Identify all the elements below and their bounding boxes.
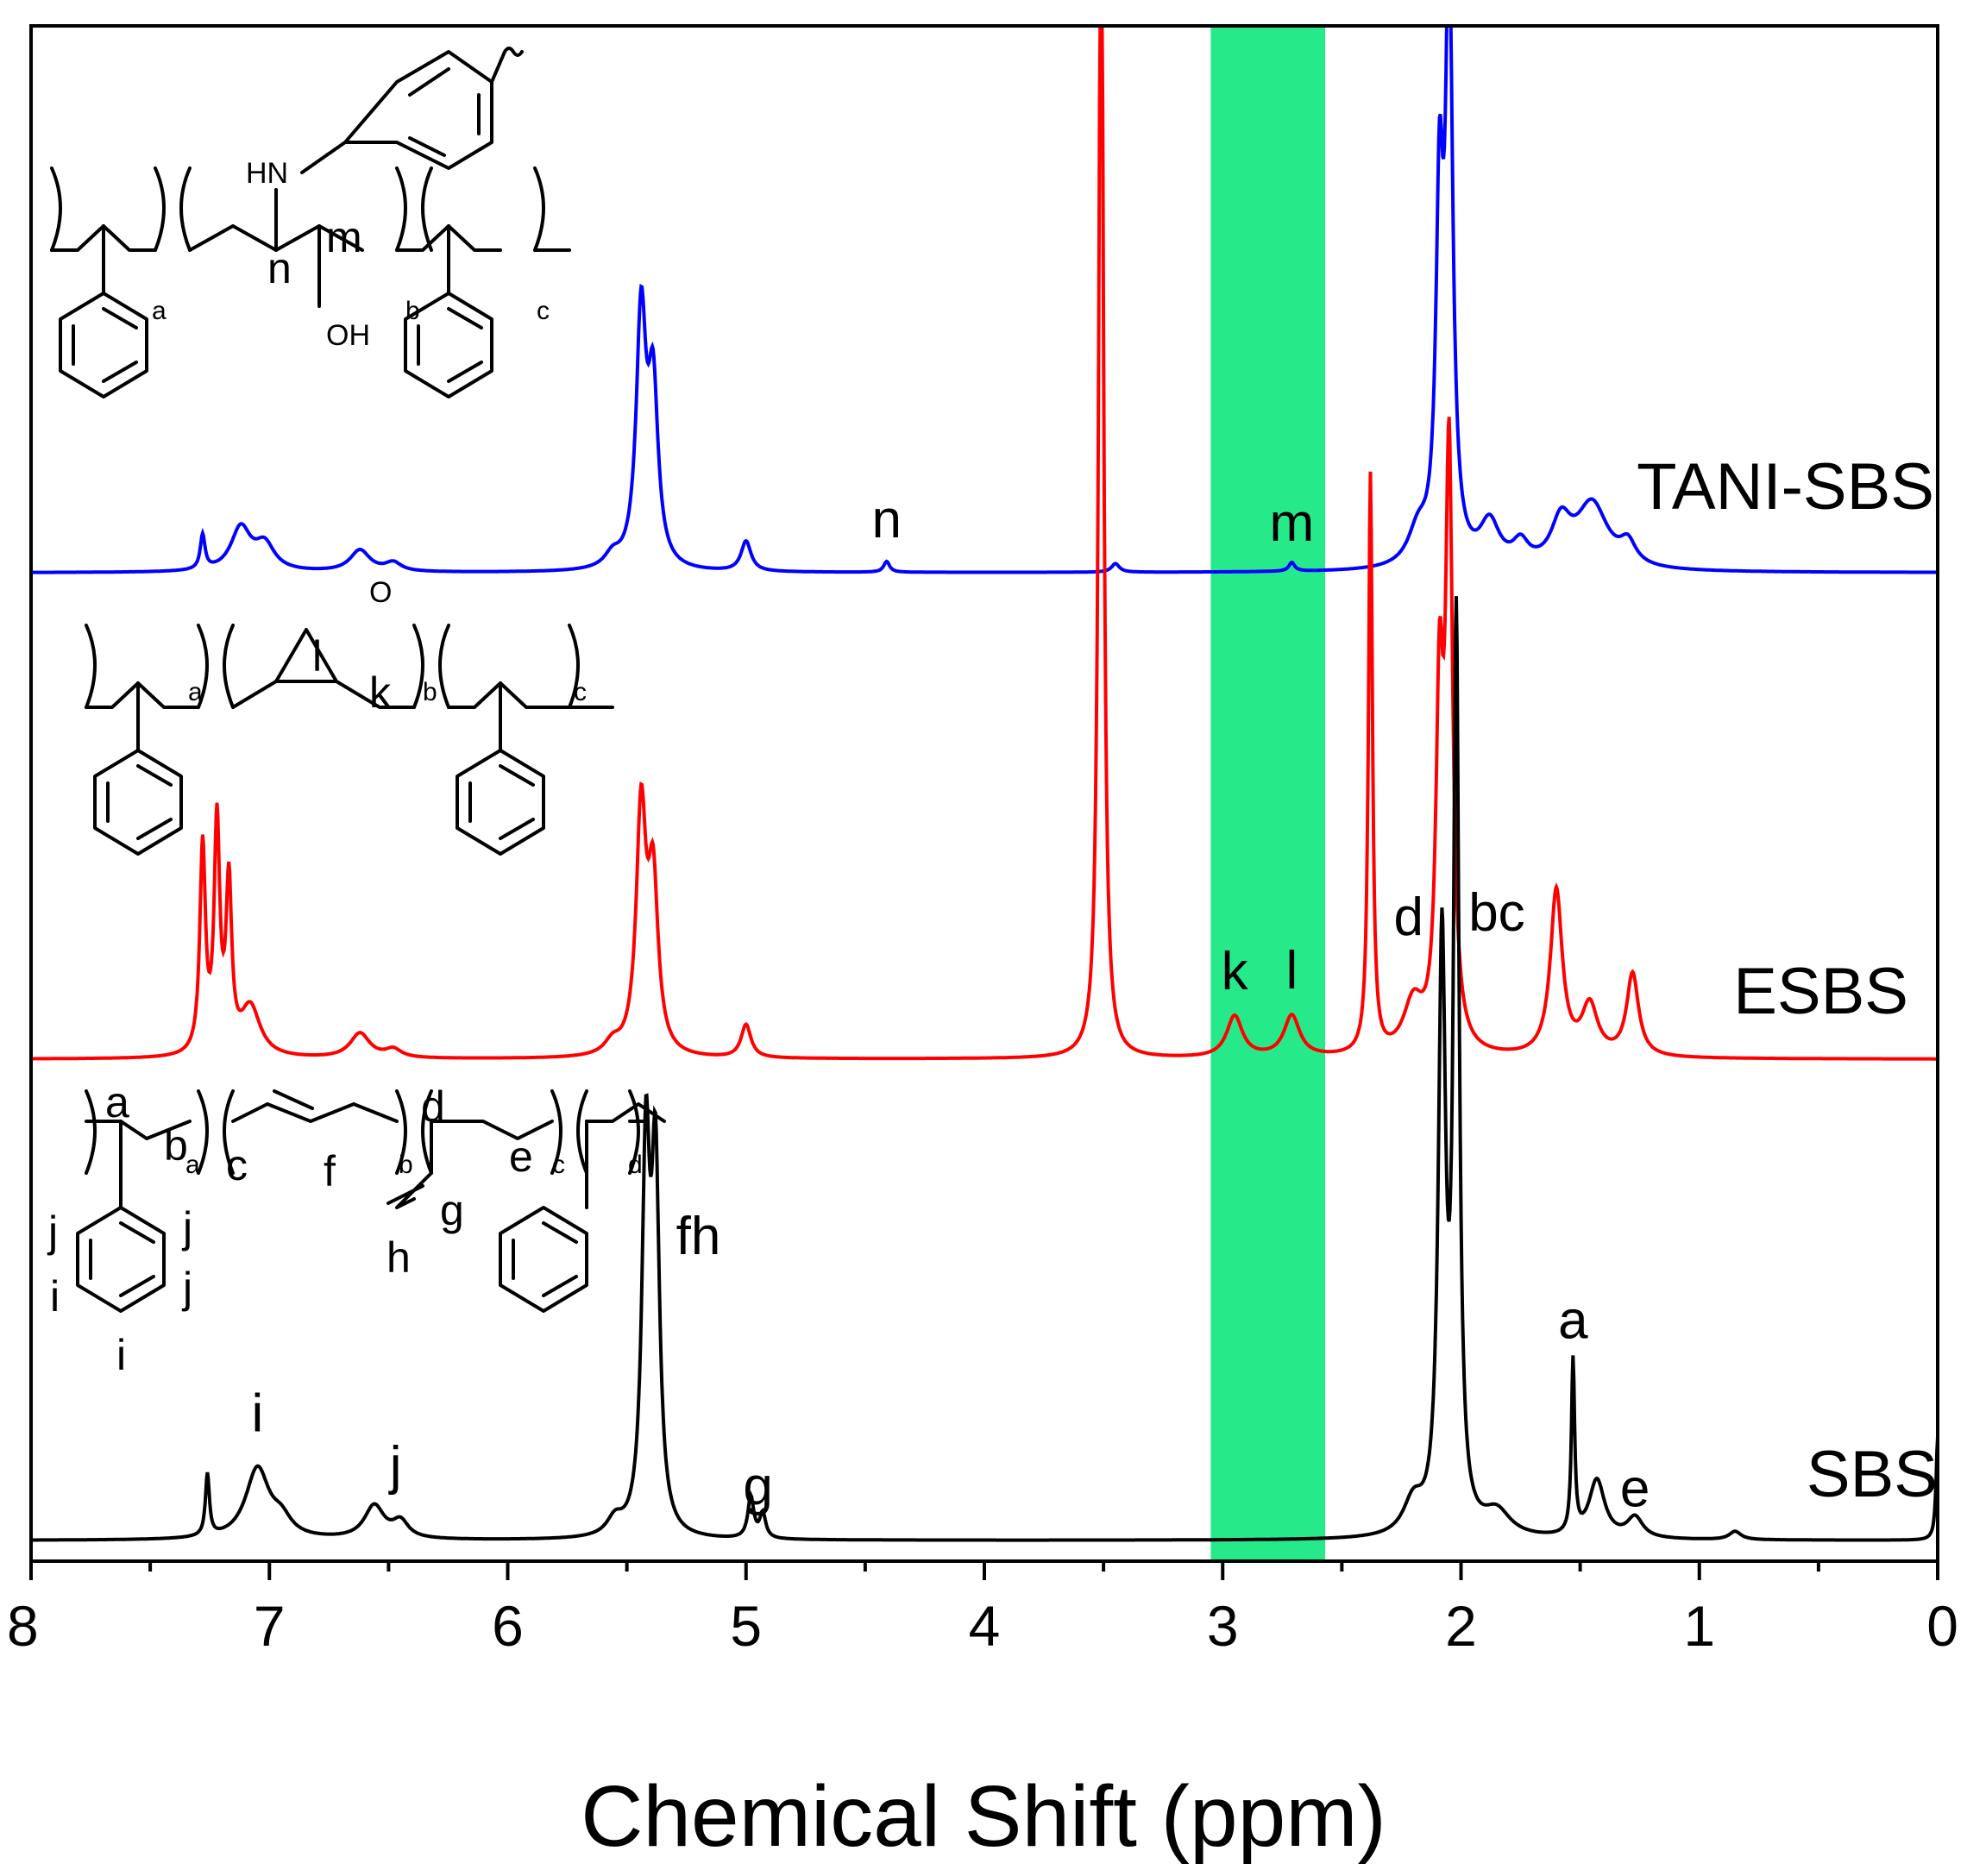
sbs-h-label: h	[386, 1233, 411, 1282]
sbs-structure	[76, 1089, 666, 1313]
series-line-esbs	[31, 26, 1938, 1061]
peak-label-g: g	[743, 1457, 772, 1516]
peak-label-fh: fh	[676, 1207, 721, 1266]
x-tick-label: 5	[730, 1594, 762, 1658]
esbs-o-label: O	[369, 576, 392, 609]
sbs-b-sub: b	[399, 1151, 413, 1179]
peak-label-j: j	[388, 1436, 402, 1496]
sbs-structure-labels: a b c f d g h e j j j i i a b c d	[47, 1078, 643, 1379]
esbs-c-sub: c	[574, 678, 587, 706]
tani-c-sub: c	[537, 297, 550, 325]
sbs-d-sub: d	[628, 1151, 643, 1179]
sbs-c-sub: c	[552, 1151, 565, 1179]
series-label-tani-sbs: TANI-SBS	[1637, 450, 1934, 524]
x-axis-ticks: 8 7 6 5 4 3 2 1 0	[7, 1561, 1958, 1658]
sbs-g-label: g	[440, 1186, 464, 1234]
esbs-structure	[85, 624, 614, 856]
x-tick-label: 1	[1683, 1594, 1715, 1658]
tani-sbs-structure-labels: HN OH n m a b c	[152, 157, 550, 352]
tani-nh-label: HN	[246, 157, 288, 190]
sbs-i-label-2: i	[116, 1331, 126, 1379]
x-tick-label: 2	[1445, 1594, 1477, 1658]
tani-sbs-structure	[50, 47, 571, 398]
esbs-b-sub: b	[423, 678, 437, 706]
sbs-f-label: f	[324, 1147, 336, 1195]
tani-b-sub: b	[405, 297, 420, 325]
sbs-d-label: d	[421, 1082, 445, 1131]
series-label-sbs: SBS	[1807, 1438, 1938, 1511]
sbs-j-label-3: j	[181, 1264, 192, 1312]
series-line-tani-sbs	[31, 26, 1938, 574]
sbs-a-sub: a	[185, 1151, 200, 1179]
peak-label-k: k	[1222, 942, 1249, 1001]
highlight-band-layer	[1210, 26, 1326, 1561]
peak-label-n: n	[871, 490, 901, 549]
x-tick-label: 7	[254, 1594, 286, 1658]
sbs-b-label: b	[164, 1121, 188, 1170]
sbs-i-label-1: i	[50, 1272, 60, 1321]
peak-label-e: e	[1620, 1459, 1650, 1519]
peak-label-l: l	[1285, 941, 1298, 1001]
series-label-esbs: ESBS	[1733, 955, 1908, 1028]
x-tick-label: 8	[7, 1594, 39, 1658]
x-axis-title: Chemical Shift (ppm)	[581, 1768, 1386, 1865]
tani-n-label: n	[267, 244, 292, 292]
sbs-a-label: a	[105, 1078, 129, 1126]
esbs-structure-labels: O l k a b c	[188, 576, 587, 717]
esbs-k-label: k	[369, 668, 392, 717]
peak-label-m: m	[1270, 493, 1315, 553]
spectra-layer	[31, 26, 1938, 1542]
peak-label-a: a	[1558, 1290, 1588, 1350]
peak-label-bc: bc	[1468, 883, 1524, 943]
x-tick-label: 3	[1207, 1594, 1239, 1658]
tani-a-sub: a	[152, 297, 167, 325]
sbs-j-label-1: j	[47, 1208, 58, 1256]
x-tick-label: 0	[1926, 1594, 1958, 1658]
sbs-e-label: e	[509, 1133, 533, 1181]
peak-label-i: i	[252, 1384, 264, 1444]
esbs-l-label: l	[312, 632, 322, 681]
sbs-c-label: c	[226, 1141, 248, 1189]
esbs-a-sub: a	[188, 678, 203, 706]
tani-m-label: m	[326, 213, 362, 261]
tani-oh-label: OH	[326, 319, 370, 352]
x-tick-label: 4	[969, 1594, 1001, 1658]
highlight-band	[1210, 26, 1326, 1561]
sbs-j-label-2: j	[181, 1203, 192, 1252]
peak-label-d: d	[1393, 888, 1423, 947]
series-line-sbs	[31, 596, 1938, 1542]
x-tick-label: 6	[492, 1594, 524, 1658]
